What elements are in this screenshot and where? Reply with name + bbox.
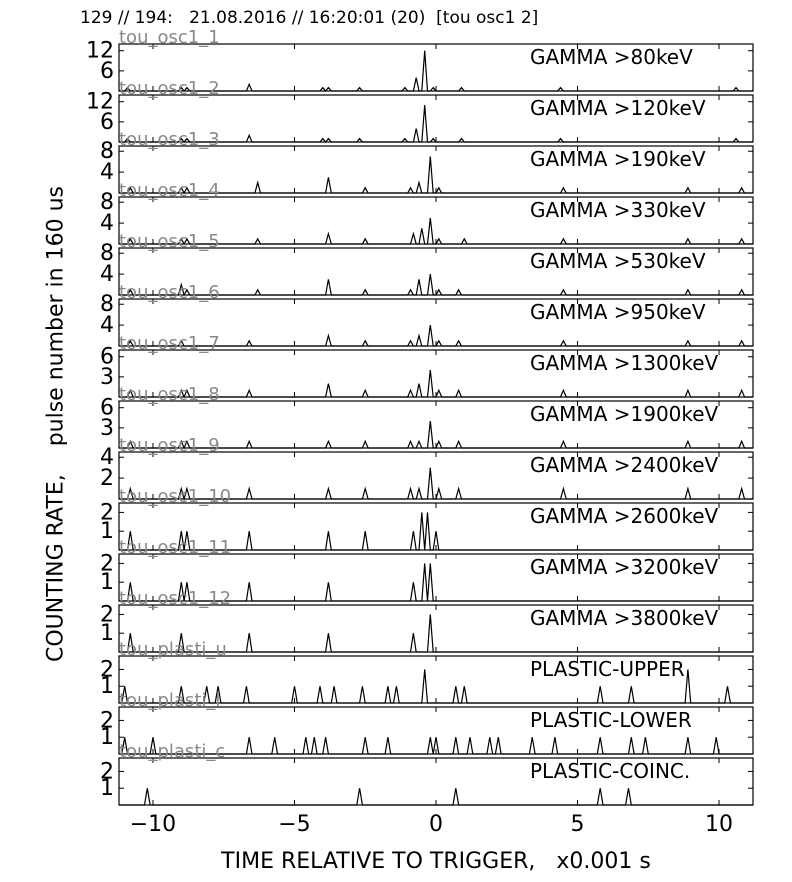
y-tick-label: 3	[100, 416, 114, 441]
panel-label: GAMMA >1900keV	[530, 402, 719, 426]
series-line	[119, 217, 753, 246]
panel-label: GAMMA >330keV	[530, 198, 706, 222]
panel-tag: tou_plasti_c	[119, 741, 225, 762]
y-tick-label: 2	[100, 759, 114, 784]
panel-label: PLASTIC-UPPER	[530, 657, 685, 681]
y-tick-label: 8	[100, 190, 114, 215]
y-tick-label: 1	[100, 776, 114, 801]
series-line	[119, 50, 753, 92]
y-tick-label: 4	[100, 313, 114, 338]
panel-tag: tou_plasti_u	[119, 639, 227, 660]
y-tick-label: 2	[100, 500, 114, 525]
panel-label: GAMMA >190keV	[530, 147, 706, 171]
panel-label: GAMMA >2600keV	[530, 504, 719, 528]
panel-label: GAMMA >530keV	[530, 249, 706, 273]
series-line	[119, 563, 753, 602]
series-line	[119, 325, 753, 347]
panel-label: PLASTIC-LOWER	[530, 708, 692, 732]
series-line	[119, 788, 753, 806]
series-line	[119, 467, 753, 502]
series-line	[119, 274, 753, 297]
panel-tag: tou_osc1_11	[119, 537, 231, 558]
y-tick-label: 8	[100, 139, 114, 164]
panel-tag: tou_osc1_9	[119, 435, 220, 456]
y-tick-label: 4	[100, 262, 114, 287]
panel-tag: tou_osc1_1	[119, 27, 220, 48]
x-tick-label: −5	[278, 812, 310, 837]
panel-label: GAMMA >1300keV	[530, 351, 719, 375]
series-line	[119, 421, 753, 450]
x-tick-label: −10	[130, 812, 176, 837]
panel-tag: tou_osc1_10	[119, 486, 231, 507]
panel-tag: tou_osc1_12	[119, 588, 231, 609]
series-line	[119, 156, 753, 195]
plot-header: 129 // 194: 21.08.2016 // 16:20:01 (20) …	[80, 8, 539, 28]
panel-tag: tou_osc1_7	[119, 333, 220, 354]
panel-label: PLASTIC-COINC.	[530, 759, 690, 783]
y-tick-label: 1	[100, 725, 114, 750]
y-tick-label: 3	[100, 365, 114, 390]
y-tick-label: 4	[100, 211, 114, 236]
y-tick-label: 8	[100, 241, 114, 266]
x-axis-label: TIME RELATIVE TO TRIGGER, x0.001 s	[221, 849, 651, 874]
x-tick-label: 0	[429, 812, 443, 837]
panel-tag: tou_osc1_4	[119, 180, 220, 201]
y-tick-label: 8	[100, 292, 114, 317]
y-tick-label: 4	[100, 445, 114, 470]
y-tick-label: 6	[100, 345, 114, 370]
panel-tag: tou_osc1_6	[119, 282, 220, 303]
panel-tag: tou_osc1_5	[119, 231, 220, 252]
y-tick-label: 2	[100, 551, 114, 576]
y-tick-label: 6	[100, 110, 114, 135]
series-line	[119, 512, 753, 551]
panel-label: GAMMA >2400keV	[530, 453, 719, 477]
y-tick-label: 4	[100, 160, 114, 185]
x-tick-label: 10	[705, 812, 733, 837]
series-line	[119, 105, 753, 143]
y-tick-label: 6	[100, 396, 114, 421]
panel-tag: tou_plasti_l	[119, 690, 220, 711]
series-line	[119, 614, 753, 653]
y-tick-label: 1	[100, 519, 114, 544]
y-tick-label: 1	[100, 570, 114, 595]
panel-tag: tou_osc1_2	[119, 78, 220, 99]
y-tick-label: 1	[100, 621, 114, 646]
y-tick-label: 2	[100, 708, 114, 733]
panel-label: GAMMA >3200keV	[530, 555, 719, 579]
panel-label: GAMMA >950keV	[530, 300, 706, 324]
panel-tag: tou_osc1_8	[119, 384, 220, 405]
y-tick-label: 1	[100, 674, 114, 699]
panel-label: GAMMA >120keV	[530, 96, 706, 120]
series-line	[119, 737, 753, 755]
y-tick-label: 12	[86, 90, 114, 115]
y-tick-label: 12	[86, 39, 114, 64]
panel-label: GAMMA >3800keV	[530, 606, 719, 630]
y-tick-label: 6	[100, 59, 114, 84]
x-tick-label: 5	[571, 812, 585, 837]
y-tick-label: 2	[100, 657, 114, 682]
y-tick-label: 2	[100, 466, 114, 491]
y-tick-label: 2	[100, 602, 114, 627]
series-line	[119, 370, 753, 399]
panel-tag: tou_osc1_3	[119, 129, 220, 150]
series-line	[119, 669, 753, 704]
panel-label: GAMMA >80keV	[530, 45, 693, 69]
